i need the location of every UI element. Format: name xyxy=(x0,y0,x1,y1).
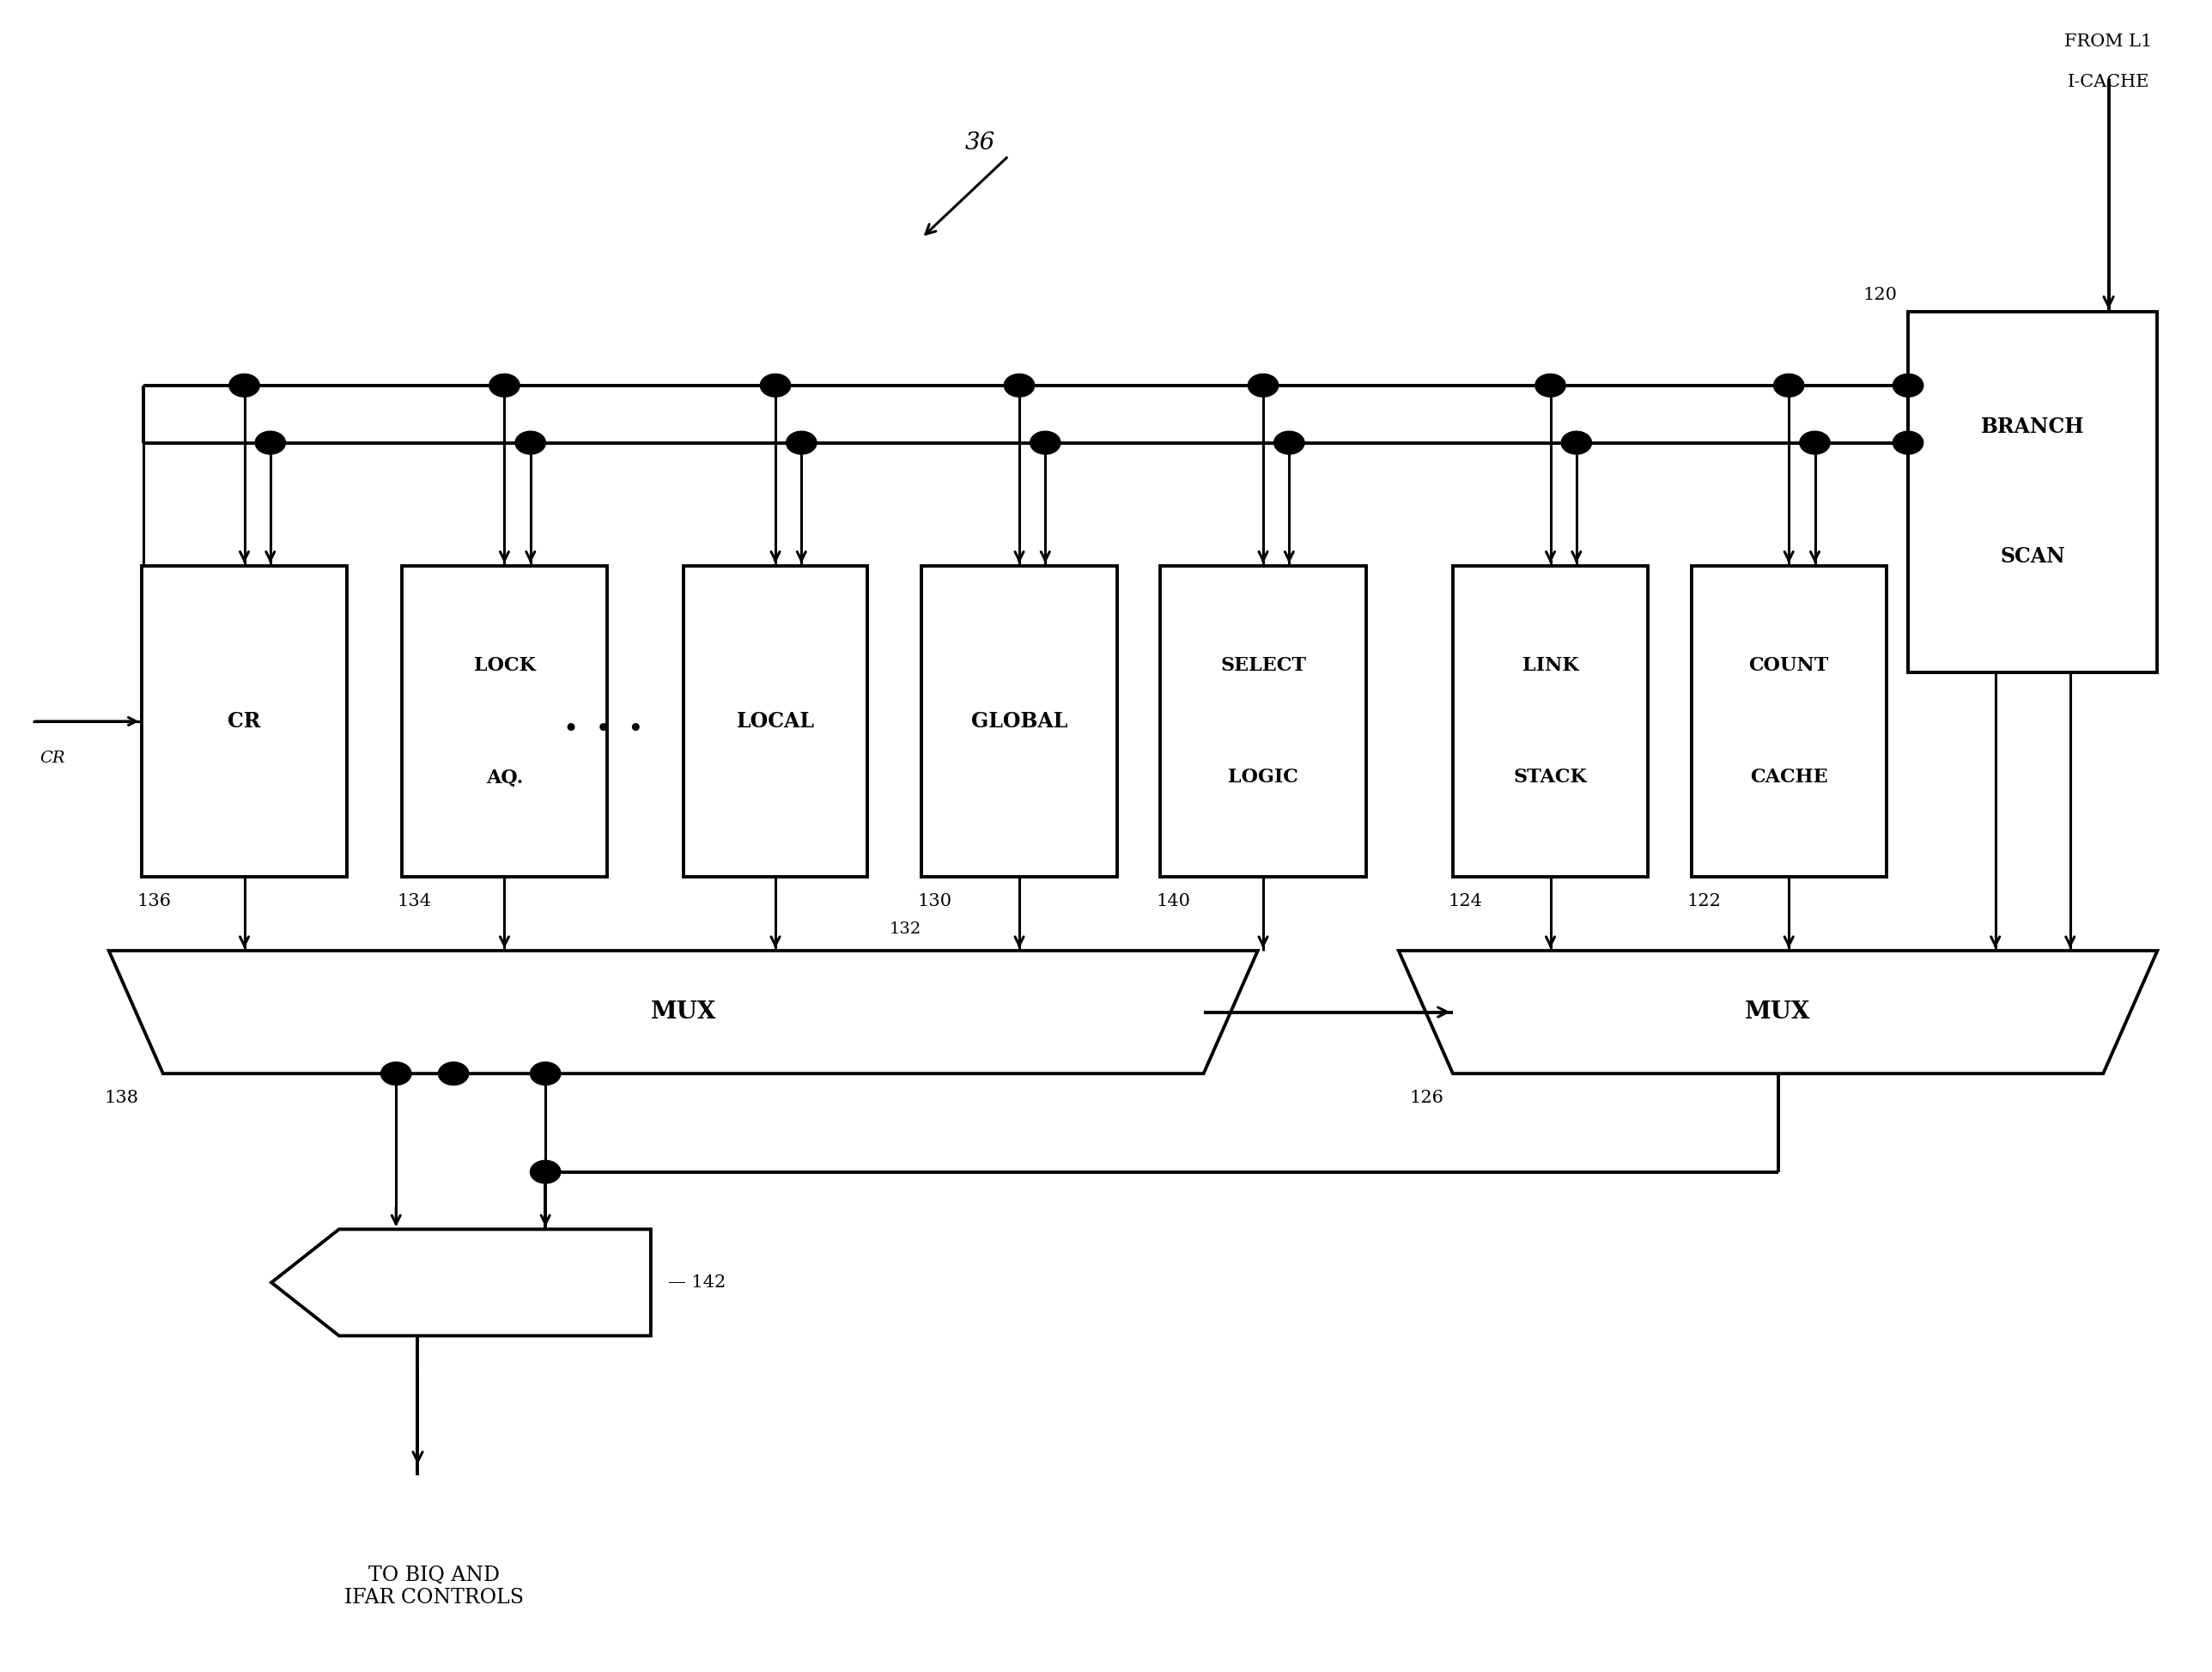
Circle shape xyxy=(761,375,790,396)
Text: CR: CR xyxy=(228,711,261,732)
Text: 138: 138 xyxy=(104,1090,139,1107)
Text: 124: 124 xyxy=(1449,893,1482,910)
Text: GLOBAL: GLOBAL xyxy=(971,711,1068,732)
Text: STACK: STACK xyxy=(1513,767,1588,788)
Text: I-CACHE: I-CACHE xyxy=(2068,74,2150,90)
Circle shape xyxy=(1893,375,1922,396)
Circle shape xyxy=(1562,431,1593,455)
Circle shape xyxy=(1535,375,1566,396)
Text: SCAN: SCAN xyxy=(2000,547,2066,567)
Circle shape xyxy=(515,431,546,455)
Text: LOGIC: LOGIC xyxy=(1228,767,1298,788)
Text: BRANCH: BRANCH xyxy=(1982,416,2084,438)
Circle shape xyxy=(531,1062,560,1085)
Bar xyxy=(1159,565,1367,876)
Text: COUNT: COUNT xyxy=(1750,655,1829,675)
Text: CACHE: CACHE xyxy=(1750,767,1827,788)
Text: SELECT: SELECT xyxy=(1221,655,1305,675)
Circle shape xyxy=(254,431,285,455)
Text: TO BIQ AND
IFAR CONTROLS: TO BIQ AND IFAR CONTROLS xyxy=(345,1565,524,1608)
Bar xyxy=(1692,565,1887,876)
Circle shape xyxy=(380,1062,411,1085)
Text: MUX: MUX xyxy=(1745,1000,1812,1023)
Text: 120: 120 xyxy=(1863,288,1898,304)
Text: 136: 136 xyxy=(137,893,170,910)
Text: FROM L1: FROM L1 xyxy=(2064,33,2152,50)
Circle shape xyxy=(1893,431,1922,455)
Text: CR: CR xyxy=(40,751,64,766)
Circle shape xyxy=(1031,431,1060,455)
Text: AQ.: AQ. xyxy=(487,767,522,788)
Circle shape xyxy=(1774,375,1805,396)
Text: 132: 132 xyxy=(889,921,920,936)
Text: 140: 140 xyxy=(1157,893,1190,910)
Circle shape xyxy=(1274,431,1305,455)
Text: 130: 130 xyxy=(918,893,951,910)
Circle shape xyxy=(489,375,520,396)
Bar xyxy=(684,565,867,876)
Text: LINK: LINK xyxy=(1522,655,1579,675)
Text: 134: 134 xyxy=(398,893,431,910)
Polygon shape xyxy=(108,951,1259,1073)
Bar xyxy=(1909,311,2157,672)
Text: •  •  •: • • • xyxy=(564,717,644,742)
Bar xyxy=(142,565,347,876)
Polygon shape xyxy=(272,1229,650,1336)
Bar xyxy=(1453,565,1648,876)
Circle shape xyxy=(1248,375,1279,396)
Circle shape xyxy=(438,1062,469,1085)
Text: LOCK: LOCK xyxy=(473,655,535,675)
Circle shape xyxy=(531,1160,560,1184)
Circle shape xyxy=(785,431,816,455)
Circle shape xyxy=(230,375,259,396)
Text: MUX: MUX xyxy=(650,1000,717,1023)
Text: — 142: — 142 xyxy=(668,1274,726,1291)
Text: 36: 36 xyxy=(964,132,995,154)
Circle shape xyxy=(1004,375,1035,396)
Bar xyxy=(922,565,1117,876)
Bar xyxy=(400,565,608,876)
Circle shape xyxy=(1801,431,1829,455)
Text: 122: 122 xyxy=(1688,893,1721,910)
Polygon shape xyxy=(1398,951,2157,1073)
Text: LOCAL: LOCAL xyxy=(737,711,814,732)
Text: 126: 126 xyxy=(1409,1090,1444,1107)
